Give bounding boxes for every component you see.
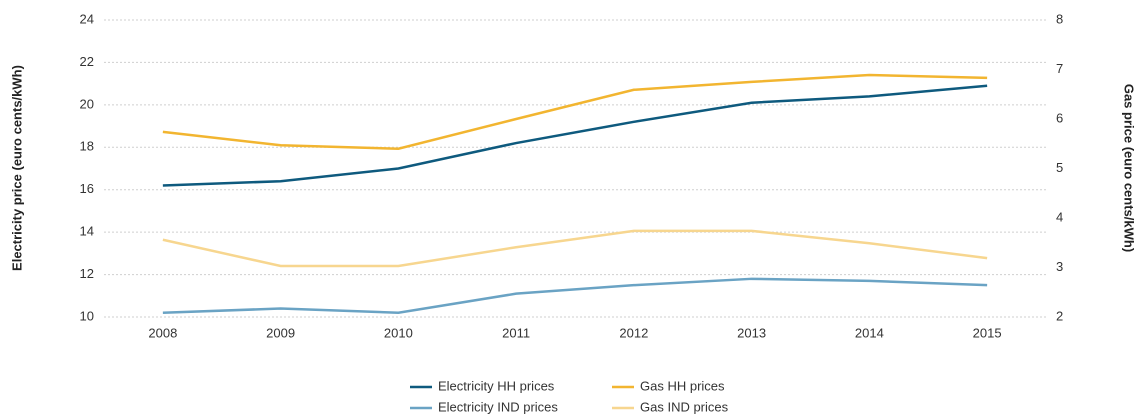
series-line (162, 84, 988, 187)
x-tick-label: 2010 (384, 325, 413, 340)
y-tick-label: 22 (80, 54, 94, 69)
y-tick-label: 20 (80, 96, 94, 111)
y-tick-label: 24 (80, 11, 94, 26)
y-tick-label: 16 (80, 181, 94, 196)
series-line (162, 229, 988, 268)
y2-tick-label: 4 (1056, 209, 1063, 224)
legend-label: Electricity HH prices (438, 378, 555, 393)
y-tick-label: 12 (80, 266, 94, 281)
legend-label: Gas HH prices (640, 378, 725, 393)
legend-label: Electricity IND prices (438, 399, 558, 414)
y2-tick-label: 8 (1056, 11, 1063, 26)
y2-tick-label: 7 (1056, 61, 1063, 76)
y-tick-label: 10 (80, 308, 94, 323)
x-tick-label: 2015 (973, 325, 1002, 340)
x-tick-label: 2008 (148, 325, 177, 340)
y2-tick-label: 2 (1056, 308, 1063, 323)
y-tick-label: 14 (80, 224, 94, 239)
series-line (162, 73, 988, 150)
series-line (162, 277, 988, 315)
x-tick-label: 2014 (855, 325, 884, 340)
y2-tick-label: 6 (1056, 110, 1063, 125)
x-tick-label: 2013 (737, 325, 766, 340)
y2-axis-title: Gas price (euro cents/kWh) (1122, 84, 1137, 252)
y2-tick-label: 5 (1056, 160, 1063, 175)
x-tick-label: 2009 (266, 325, 295, 340)
y-tick-label: 18 (80, 139, 94, 154)
x-tick-label: 2012 (619, 325, 648, 340)
y2-tick-label: 3 (1056, 259, 1063, 274)
y-axis-title: Electricity price (euro cents/kWh) (9, 65, 24, 271)
x-tick-label: 2011 (502, 325, 530, 340)
legend-label: Gas IND prices (640, 399, 729, 414)
